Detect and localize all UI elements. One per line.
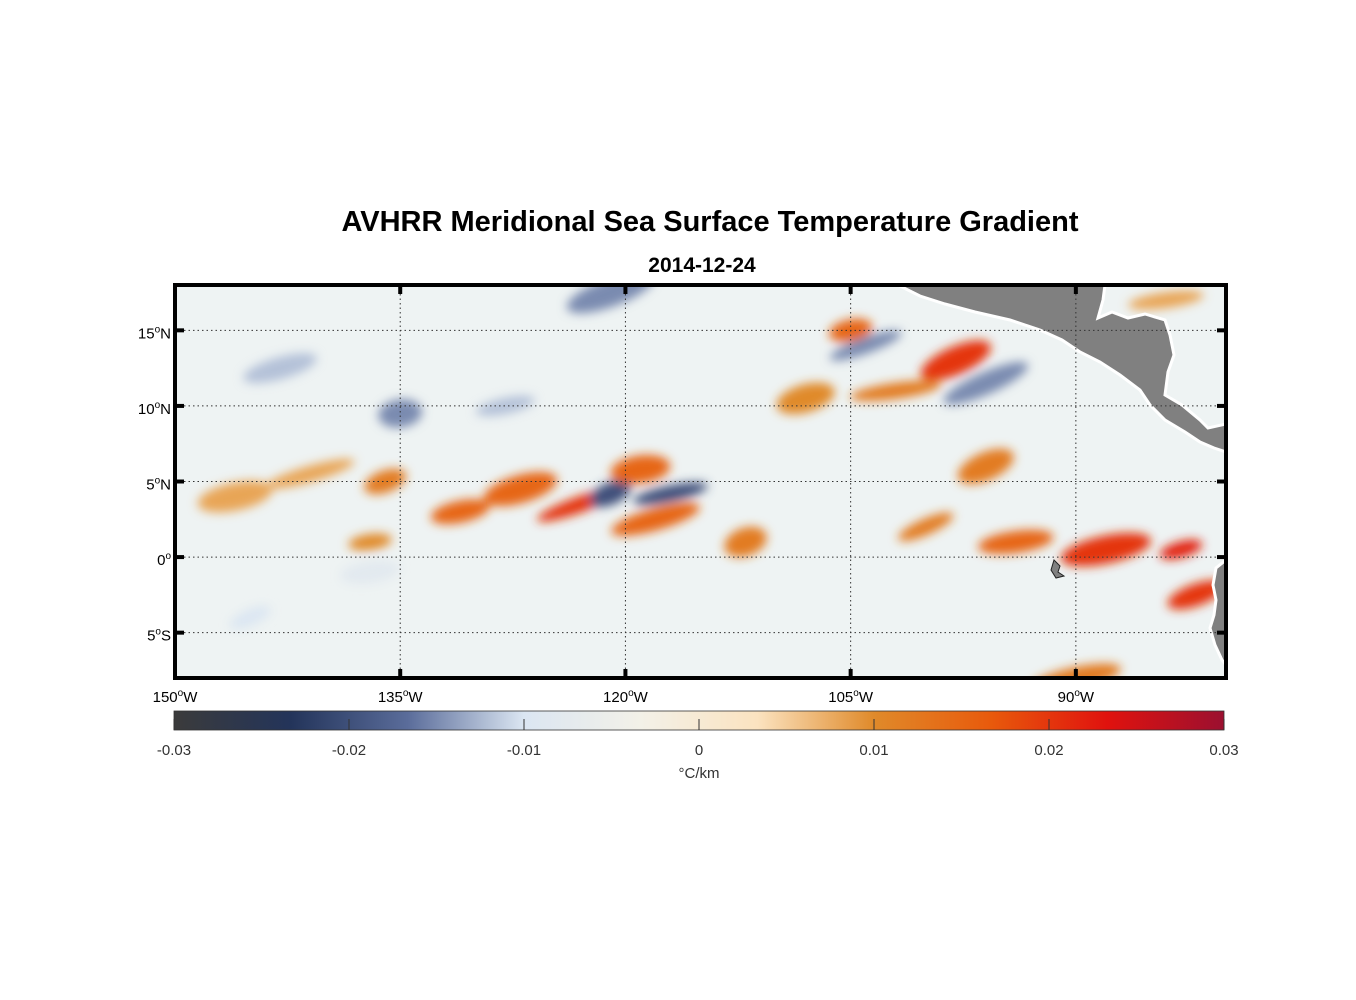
gradient-feature [589,480,632,508]
lon-tick-label: 105oW [828,688,874,706]
gradient-feature [364,468,407,495]
gradient-feature [1060,532,1151,567]
gradient-feature [1128,290,1204,310]
gradient-feature [340,560,400,584]
lon-tick-label: 150oW [153,688,199,706]
map-frame [173,283,1228,680]
land-central-america [897,285,1226,454]
gradient-feature [957,448,1014,485]
colorbar-tick-label: -0.02 [332,742,366,759]
longitude-labels: 150oW 135oW 120oW 105oW 90oW [153,688,1095,706]
gradient-feature [920,340,991,381]
colorbar-units: °C/km [679,765,720,782]
gradient-feature [378,399,423,428]
gradient-feature [430,499,490,525]
lat-tick-label: 0o [157,551,171,569]
gradient-feature [475,395,535,416]
gradient-feature [850,380,942,401]
lat-tick-label: 10oN [138,400,171,418]
gradient-feature [724,526,767,558]
land-masses [897,285,1226,668]
gradient-feature [348,533,393,551]
gradient-feature [943,362,1029,405]
gradient-feature [611,502,700,536]
lat-tick-label: 5oS [147,627,171,645]
gradient-field [197,285,1225,678]
lon-tick-label: 135oW [378,688,424,706]
gradient-feature [829,330,902,361]
gradient-feature [243,353,317,384]
gradient-feature [1030,663,1121,678]
gradient-feature [229,605,271,630]
gradient-feature [633,482,708,505]
chart-subtitle: 2014-12-24 [648,254,756,277]
gradient-feature [1167,580,1225,610]
map-panel: 150oW 135oW 120oW 105oW 90oW 15oN 10oN 5oN 0o 5o… [138,283,1228,706]
colorbar-ticks: -0.03 -0.02 -0.01 0 0.01 0.02 0.03 [157,719,1239,759]
gradient-feature [610,454,671,484]
colorbar-tick-label: -0.03 [157,742,191,759]
gradient-feature [483,472,558,507]
lat-tick-label: 15oN [138,324,171,342]
gradient-feature [776,382,835,415]
colorbar: -0.03 -0.02 -0.01 0 0.01 0.02 0.03 °C/km [157,710,1239,782]
gradient-feature [566,285,654,314]
colorbar-tick-label: -0.01 [507,742,541,759]
map-background [175,285,1226,678]
gradient-feature [1159,539,1203,560]
gradient-feature [197,480,273,513]
chart-title: AVHRR Meridional Sea Surface Temperature… [341,206,1079,238]
latitude-labels: 15oN 10oN 5oN 0o 5oS [138,324,172,644]
lon-tick-label: 90oW [1058,688,1095,706]
gradient-feature [898,512,954,542]
lat-tick-label: 5oN [146,476,171,494]
lon-tick-label: 120oW [603,688,649,706]
colorbar-tick-label: 0.02 [1034,742,1063,759]
colorbar-tick-label: 0.01 [859,742,888,759]
colorbar-tick-label: 0.03 [1209,742,1238,759]
colorbar-tick-label: 0 [695,742,703,759]
land-galapagos [1050,559,1066,579]
gradient-feature [978,529,1054,555]
